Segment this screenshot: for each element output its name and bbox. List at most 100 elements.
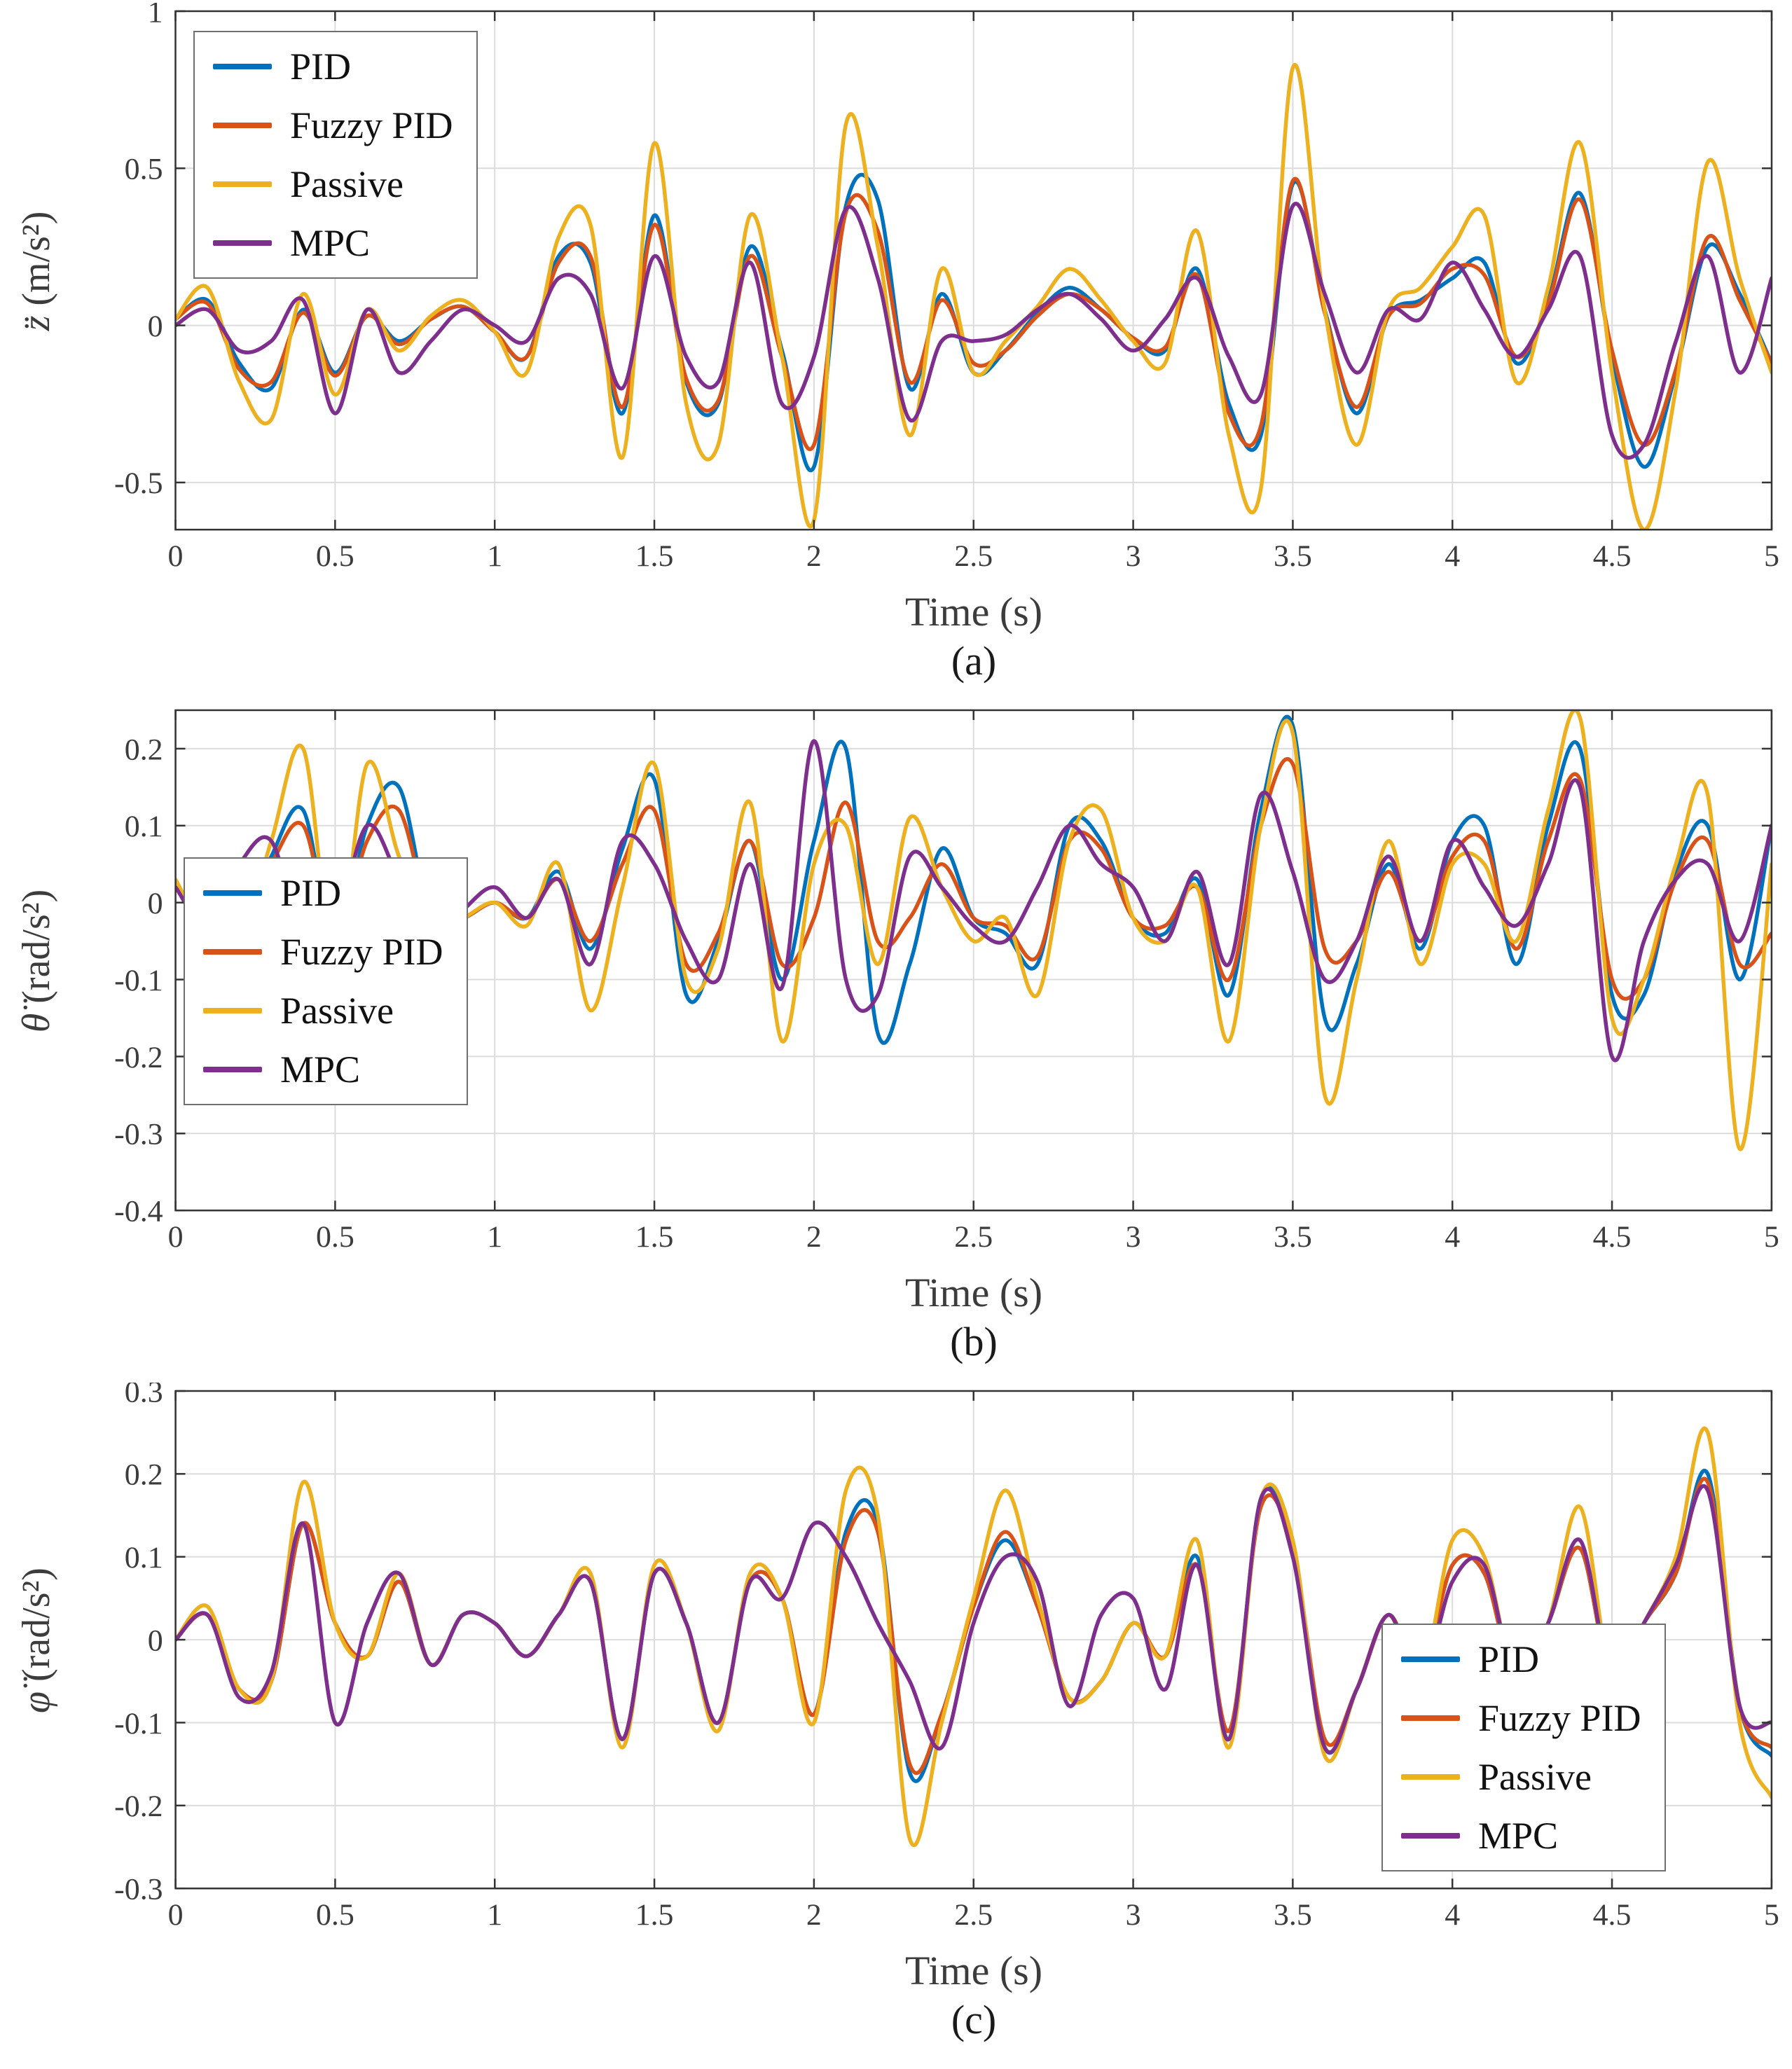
x-tick-label: 2.5 [954, 1220, 993, 1254]
y-tick-label: -0.5 [114, 466, 163, 500]
legend-label-fuzzy-pid: Fuzzy PID [1478, 1697, 1641, 1739]
y-axis-label-a: z̈ (m/s²) [14, 212, 59, 331]
x-tick-label: 0 [168, 539, 184, 573]
x-tick-label: 2 [806, 539, 822, 573]
x-tick-label: 1 [487, 1898, 502, 1932]
legend-line-sample-mpc [203, 1067, 262, 1072]
tick-marks [174, 1390, 1773, 1890]
series-line-passive [175, 63, 1772, 530]
y-tick-label: 0.1 [125, 810, 163, 843]
legend-label-pid: PID [280, 872, 342, 914]
legend-item-fuzzy-pid: Fuzzy PID [203, 933, 443, 971]
legend-line-sample-fuzzy-pid [1401, 1715, 1460, 1721]
x-tick-label: 4.5 [1593, 539, 1632, 573]
legend-label-pid: PID [1478, 1638, 1540, 1680]
x-tick-label: 0.5 [316, 539, 354, 573]
legend-line-sample-passive [203, 1008, 262, 1013]
y-tick-label: 0.1 [125, 1541, 163, 1575]
legend-item-pid: PID [1401, 1640, 1641, 1678]
x-tick-label: 2.5 [954, 539, 993, 573]
legend-item-fuzzy-pid: Fuzzy PID [1401, 1699, 1641, 1737]
x-tick-label: 1.5 [635, 1898, 674, 1932]
legend-label-mpc: MPC [290, 222, 371, 264]
legend-line-sample-mpc [1401, 1833, 1460, 1839]
subplot-a: 0 0.5 1 1.5 2 2.5 3 3.5 4 4.5 5 -0.5 0 0.5 1 z̈ (m/s²)… [0, 3, 1792, 685]
subplot-caption-a: (a) [951, 638, 997, 684]
y-tick-label: 0 [148, 310, 163, 343]
legend-label-passive: Passive [280, 990, 394, 1032]
y-axis-unit-a: (m/s²) [15, 211, 58, 316]
y-tick-label: 0 [148, 887, 163, 920]
y-tick-label: 0.3 [125, 1383, 163, 1409]
x-tick-label: 2 [806, 1220, 822, 1254]
legend-label-mpc: MPC [1478, 1815, 1559, 1857]
x-tick-label: 4 [1445, 1898, 1460, 1932]
x-tick-label: 4 [1445, 539, 1460, 573]
legend-line-sample-pid [1401, 1656, 1460, 1662]
y-axis-symbol-b: θ̈ [15, 1013, 58, 1033]
x-tick-label: 0.5 [316, 1898, 354, 1932]
x-tick-label: 5 [1764, 539, 1779, 573]
legend-item-mpc: MPC [1401, 1817, 1641, 1855]
legend-item-passive: Passive [1401, 1758, 1641, 1796]
x-tick-label: 1 [487, 539, 502, 573]
legend-label-fuzzy-pid: Fuzzy PID [290, 104, 453, 146]
legend-item-fuzzy-pid: Fuzzy PID [213, 106, 453, 144]
legend-item-mpc: MPC [213, 224, 453, 262]
legend-line-sample-fuzzy-pid [213, 123, 272, 128]
legend-c: PID Fuzzy PID Passive MPC [1381, 1624, 1667, 1871]
x-tick-label: 0 [168, 1220, 184, 1254]
x-tick-label: 3.5 [1274, 539, 1312, 573]
y-tick-label: -0.1 [114, 1707, 163, 1741]
legend-label-fuzzy-pid: Fuzzy PID [280, 931, 443, 973]
y-axis-symbol-c: φ̈ [15, 1691, 58, 1713]
x-axis-label-a: Time (s) [904, 589, 1043, 635]
x-tick-label: 5 [1764, 1220, 1779, 1254]
y-axis-unit-b: (rad/s²) [15, 889, 58, 1013]
legend-label-pid: PID [290, 46, 352, 88]
legend-line-sample-pid [203, 890, 262, 896]
legend-line-sample-fuzzy-pid [203, 949, 262, 955]
x-axis-label-b: Time (s) [904, 1270, 1043, 1315]
tick-labels: 0 0.5 1 1.5 2 2.5 3 3.5 4 4.5 5 -0.4 -0.3 -0.2 -0.1 0 0.… [114, 733, 1779, 1254]
y-axis-label-c: φ̈ (rad/s²) [14, 1568, 59, 1713]
legend-item-passive: Passive [203, 992, 443, 1030]
x-tick-label: 0 [168, 1898, 184, 1932]
x-axis-label-c: Time (s) [904, 1948, 1043, 1993]
y-tick-label: -0.1 [114, 964, 163, 997]
y-tick-label: -0.2 [114, 1790, 163, 1823]
x-tick-label: 0.5 [316, 1220, 354, 1254]
legend-a: PID Fuzzy PID Passive MPC [193, 31, 478, 279]
subplot-b: 0 0.5 1 1.5 2 2.5 3 3.5 4 4.5 5 -0.4 -0.3 -0.2 -0.1 0 0.… [0, 702, 1792, 1366]
y-tick-label: 0.5 [125, 153, 163, 186]
grid [174, 710, 1772, 1212]
x-tick-label: 1 [487, 1220, 502, 1254]
x-tick-label: 3.5 [1274, 1898, 1312, 1932]
x-tick-label: 4.5 [1593, 1898, 1632, 1932]
legend-item-mpc: MPC [203, 1051, 443, 1088]
y-tick-label: -0.4 [114, 1195, 163, 1229]
x-tick-label: 1.5 [635, 539, 674, 573]
legend-item-pid: PID [213, 48, 453, 85]
x-tick-label: 3 [1126, 1220, 1141, 1254]
subplot-c: 0 0.5 1 1.5 2 2.5 3 3.5 4 4.5 5 -0.3 -0.2 -0.1 0 0.1 0.2… [0, 1383, 1792, 2047]
y-axis-unit-c: (rad/s²) [15, 1568, 58, 1691]
legend-line-sample-passive [213, 181, 272, 187]
legend-item-pid: PID [203, 874, 443, 912]
y-tick-label: 1 [148, 3, 163, 29]
legend-line-sample-pid [213, 64, 272, 69]
y-axis-label-b: θ̈ (rad/s²) [14, 890, 59, 1032]
x-tick-label: 5 [1764, 1898, 1779, 1932]
x-tick-label: 4 [1445, 1220, 1460, 1254]
x-tick-label: 4.5 [1593, 1220, 1632, 1254]
x-tick-label: 2 [806, 1898, 822, 1932]
tick-labels: 0 0.5 1 1.5 2 2.5 3 3.5 4 4.5 5 -0.5 0 0.5 1 [114, 3, 1779, 573]
y-tick-label: -0.2 [114, 1041, 163, 1074]
subplot-caption-b: (b) [950, 1319, 998, 1364]
legend-label-mpc: MPC [280, 1049, 361, 1091]
y-tick-label: 0 [148, 1624, 163, 1657]
legend-line-sample-mpc [213, 240, 272, 246]
x-tick-label: 3 [1126, 1898, 1141, 1932]
tick-labels: 0 0.5 1 1.5 2 2.5 3 3.5 4 4.5 5 -0.3 -0.2 -0.1 0 0.1 0.2… [114, 1383, 1779, 1932]
